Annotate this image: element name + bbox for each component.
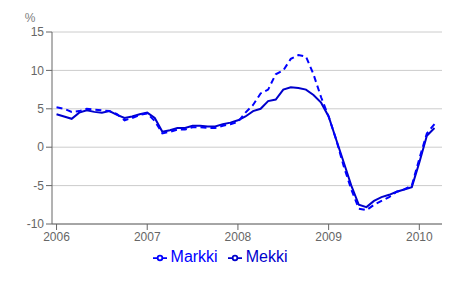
html-text:Mekki: Mekki (245, 248, 288, 265)
svg-text:5: 5 (37, 102, 44, 116)
svg-text:%: % (25, 11, 36, 25)
svg-text:-10: -10 (27, 217, 45, 231)
svg-text:15: 15 (31, 25, 45, 39)
svg-text:2009: 2009 (315, 230, 342, 244)
svg-text:10: 10 (31, 64, 45, 78)
svg-text:0: 0 (37, 140, 44, 154)
svg-text:2007: 2007 (134, 230, 161, 244)
svg-text:-5: -5 (33, 179, 44, 193)
svg-text:2006: 2006 (43, 230, 70, 244)
html-text:Markki: Markki (170, 248, 218, 265)
svg-text:2010: 2010 (406, 230, 433, 244)
svg-text:2008: 2008 (225, 230, 252, 244)
